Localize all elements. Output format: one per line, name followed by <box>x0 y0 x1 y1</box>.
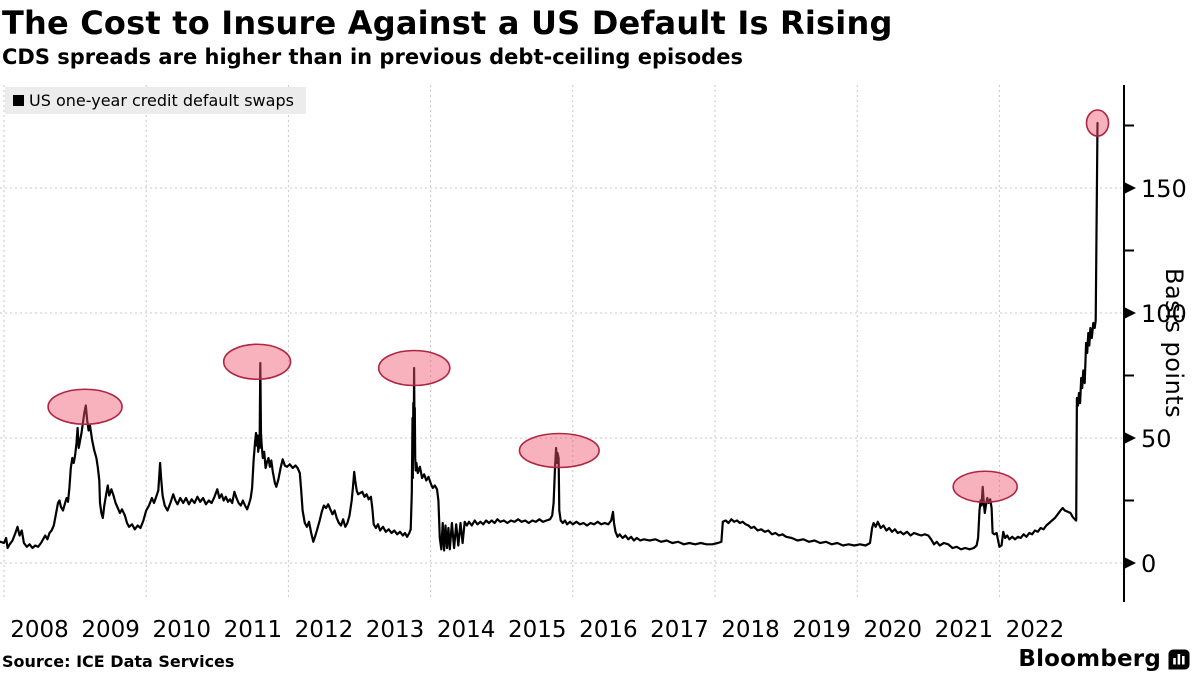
highlight-ellipse-debt-ceiling-episode-2021 <box>952 470 1018 504</box>
x-axis-tick-label: 2010 <box>152 617 211 643</box>
x-axis-tick-label: 2014 <box>437 617 496 643</box>
bloomberg-logo: Bloomberg <box>1018 646 1190 672</box>
highlight-ellipse-debt-ceiling-episode-2023 <box>1085 109 1110 137</box>
cds-spread-line <box>0 121 1099 552</box>
x-axis-tick-label: 2017 <box>650 617 709 643</box>
x-axis-tick-label: 2016 <box>579 617 638 643</box>
x-axis-tick-label: 2018 <box>721 617 780 643</box>
x-axis-tick-label: 2012 <box>295 617 354 643</box>
bloomberg-icon <box>1168 649 1190 669</box>
x-axis-tick-label: 2009 <box>81 617 140 643</box>
highlight-ellipse-debt-ceiling-episode-2011 <box>222 343 292 381</box>
y-axis-tick-arrow <box>1124 557 1136 569</box>
x-axis-tick-label: 2013 <box>366 617 425 643</box>
y-axis-tick-arrow <box>1124 432 1136 444</box>
legend: US one-year credit default swaps <box>5 87 306 114</box>
y-axis-tick-arrow <box>1124 182 1136 194</box>
chart-title: The Cost to Insure Against a US Default … <box>2 4 893 42</box>
y-axis-tick-label: 100 <box>1141 300 1187 328</box>
y-axis-tick-arrow <box>1124 307 1136 319</box>
x-axis-tick-label: 2021 <box>935 617 994 643</box>
y-axis-title: Basis points <box>1160 268 1188 419</box>
y-axis-tick-label: 50 <box>1141 425 1172 453</box>
highlight-ellipse-debt-ceiling-episode-2013 <box>377 349 451 387</box>
x-axis-tick-label: 2022 <box>1006 617 1065 643</box>
legend-label: US one-year credit default swaps <box>29 91 294 110</box>
x-axis-tick-label: 2019 <box>792 617 851 643</box>
highlight-ellipse-debt-ceiling-episode-2015 <box>518 432 600 469</box>
chart-subtitle: CDS spreads are higher than in previous … <box>2 45 743 69</box>
bloomberg-wordmark: Bloomberg <box>1018 646 1161 672</box>
highlight-ellipse-debt-ceiling-episode-2008 <box>47 388 123 426</box>
y-axis-tick-label: 150 <box>1141 175 1187 203</box>
x-axis-tick-label: 2015 <box>508 617 567 643</box>
x-axis-tick-label: 2011 <box>224 617 283 643</box>
y-axis-tick-label: 0 <box>1141 550 1156 578</box>
x-axis-tick-label: 2008 <box>10 617 69 643</box>
x-axis-tick-label: 2020 <box>863 617 922 643</box>
legend-swatch-icon <box>13 95 24 106</box>
source-note: Source: ICE Data Services <box>2 652 235 671</box>
